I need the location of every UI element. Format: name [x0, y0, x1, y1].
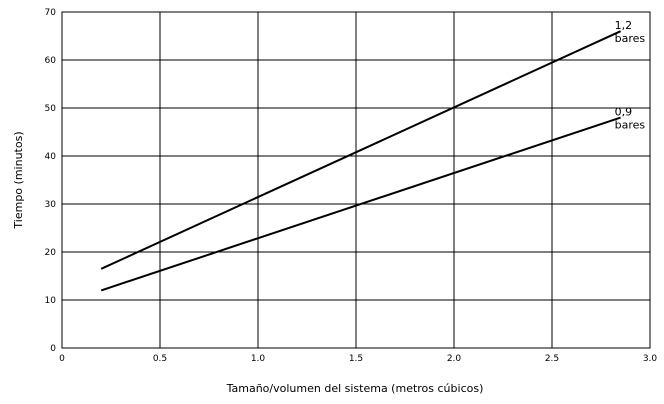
series-label-line: bares [615, 32, 646, 45]
y-tick-label: 20 [45, 248, 57, 258]
series-label-0: 1,2 bares [615, 19, 646, 45]
x-tick-label: 2.5 [545, 354, 559, 364]
x-tick-label: 1.5 [349, 354, 363, 364]
y-tick-label: 40 [45, 152, 57, 162]
x-tick-label: 2.0 [447, 354, 462, 364]
x-axis-title: Tamaño/volumen del sistema (metros cúbic… [226, 382, 484, 395]
grid [61, 11, 651, 349]
y-tick-label: 50 [45, 104, 57, 114]
series-label-line: 0,9 [615, 106, 633, 119]
y-tick-label: 0 [50, 344, 56, 354]
y-tick-label: 60 [45, 56, 57, 66]
x-tick-label: 0.5 [153, 354, 167, 364]
series-label-1: 0,9 bares [615, 106, 646, 132]
x-tick-label: 0 [59, 354, 65, 364]
tick-labels: 0 0.5 1.0 1.5 2.0 2.5 3.0 0 10 20 30 40 50 60 70 [45, 8, 658, 364]
y-tick-label: 70 [45, 8, 57, 18]
x-tick-label: 3.0 [643, 354, 658, 364]
y-tick-label: 10 [45, 296, 57, 306]
y-axis-title: Tiempo (minutos) [12, 131, 25, 229]
series-label-line: bares [615, 119, 646, 132]
x-tick-label: 1.0 [251, 354, 266, 364]
series-label-line: 1,2 [615, 19, 633, 32]
series-line-0 [100, 30, 622, 270]
y-tick-label: 30 [45, 200, 57, 210]
series-line-1 [100, 116, 621, 292]
